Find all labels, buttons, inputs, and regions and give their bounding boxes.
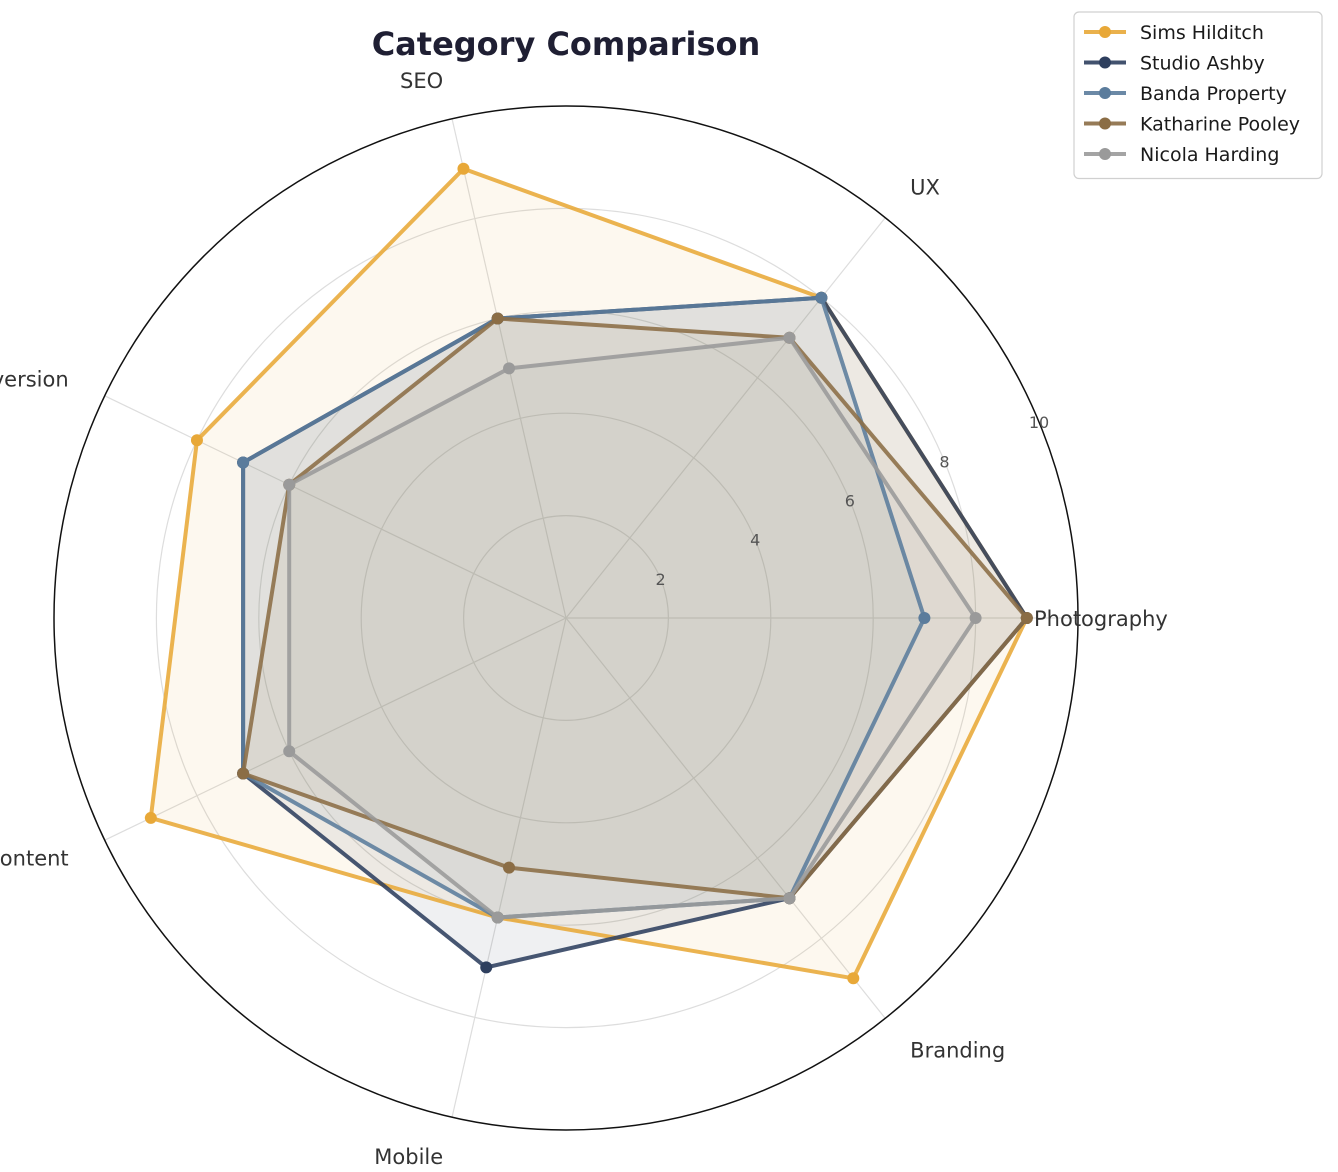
series-fill-sims-hilditch bbox=[150, 168, 1027, 979]
series-fills bbox=[150, 168, 1027, 979]
legend-item-banda-property: Banda Property bbox=[1084, 83, 1287, 105]
legend-box bbox=[1073, 11, 1323, 180]
legend-label: Katharine Pooley bbox=[1140, 114, 1300, 136]
point-katharine-pooley-content bbox=[237, 767, 250, 780]
point-nicola-harding-content bbox=[283, 745, 296, 758]
spoke-branding bbox=[565, 617, 886, 1019]
radial-ticks: 2 4 6 8 10 bbox=[656, 413, 1050, 589]
axis-label-ux: UX bbox=[910, 175, 940, 199]
point-nicola-harding-mobile bbox=[491, 911, 504, 924]
point-katharine-pooley-photography bbox=[1020, 612, 1033, 624]
point-sims-hilditch-content bbox=[144, 811, 157, 824]
legend-swatch-marker bbox=[1099, 148, 1111, 160]
axis-labels: Photography UX SEO Conversion Content Mobile B… bbox=[0, 69, 1168, 1169]
series-fill-studio-ashby bbox=[243, 297, 1027, 968]
point-nicola-harding-photography bbox=[969, 612, 982, 624]
series-line-sims-hilditch bbox=[148, 166, 1029, 981]
point-katharine-pooley-mobile bbox=[503, 861, 516, 874]
point-sims-hilditch-conversion bbox=[190, 434, 203, 447]
axis-label-photography: Photography bbox=[1034, 607, 1168, 631]
point-sims-hilditch-seo bbox=[457, 162, 470, 175]
axis-label-content: Content bbox=[0, 847, 69, 871]
point-studio-ashby-mobile bbox=[480, 961, 493, 974]
series-fill-banda-property bbox=[243, 297, 925, 918]
legend: Sims Hilditch Studio Ashby Banda Property K… bbox=[1073, 11, 1323, 180]
legend-item-nicola-harding: Nicola Harding bbox=[1084, 144, 1279, 166]
legend-item-sims-hilditch: Sims Hilditch bbox=[1084, 22, 1264, 44]
point-nicola-harding-ux bbox=[783, 331, 796, 344]
series-line-katharine-pooley bbox=[241, 316, 1029, 901]
point-banda-property-conversion bbox=[237, 456, 250, 469]
spoke-content bbox=[104, 617, 567, 841]
outer-circle bbox=[53, 105, 1079, 1131]
series-lines bbox=[144, 162, 1033, 985]
series-nicola-harding bbox=[283, 331, 982, 924]
tick-label-4: 4 bbox=[750, 531, 760, 550]
point-nicola-harding-seo bbox=[503, 362, 516, 375]
tick-label-2: 2 bbox=[656, 570, 666, 589]
legend-label: Nicola Harding bbox=[1140, 144, 1279, 166]
legend-swatch-marker bbox=[1099, 87, 1111, 99]
axis-label-conversion: Conversion bbox=[0, 367, 69, 391]
legend-label: Studio Ashby bbox=[1140, 53, 1265, 75]
axis-label-seo: SEO bbox=[400, 69, 443, 93]
tick-label-10: 10 bbox=[1029, 413, 1049, 432]
tick-label-8: 8 bbox=[939, 452, 949, 471]
axis-label-branding: Branding bbox=[910, 1039, 1005, 1063]
spoke-conversion bbox=[104, 395, 567, 619]
axis-label-mobile: Mobile bbox=[374, 1145, 443, 1169]
legend-swatch-marker bbox=[1099, 117, 1111, 130]
legend-label: Sims Hilditch bbox=[1140, 22, 1264, 44]
point-banda-property-photography bbox=[918, 612, 931, 624]
point-katharine-pooley-seo bbox=[491, 312, 504, 325]
point-sims-hilditch-branding bbox=[847, 972, 860, 985]
point-nicola-harding-conversion bbox=[283, 478, 296, 491]
series-line-nicola-harding bbox=[287, 335, 978, 920]
series-fill-katharine-pooley bbox=[243, 318, 1027, 899]
tick-label-6: 6 bbox=[845, 491, 855, 510]
spoke-ux bbox=[565, 217, 886, 619]
legend-swatch-marker bbox=[1099, 26, 1111, 38]
point-nicola-harding-branding bbox=[783, 892, 796, 905]
legend-swatch-marker bbox=[1099, 56, 1111, 69]
legend-item-katharine-pooley: Katharine Pooley bbox=[1084, 114, 1300, 136]
legend-label: Banda Property bbox=[1140, 83, 1287, 105]
point-banda-property-ux bbox=[815, 291, 828, 304]
series-fill-nicola-harding bbox=[289, 337, 976, 918]
legend-item-studio-ashby: Studio Ashby bbox=[1084, 53, 1265, 75]
chart-title: Category Comparison bbox=[372, 25, 761, 63]
